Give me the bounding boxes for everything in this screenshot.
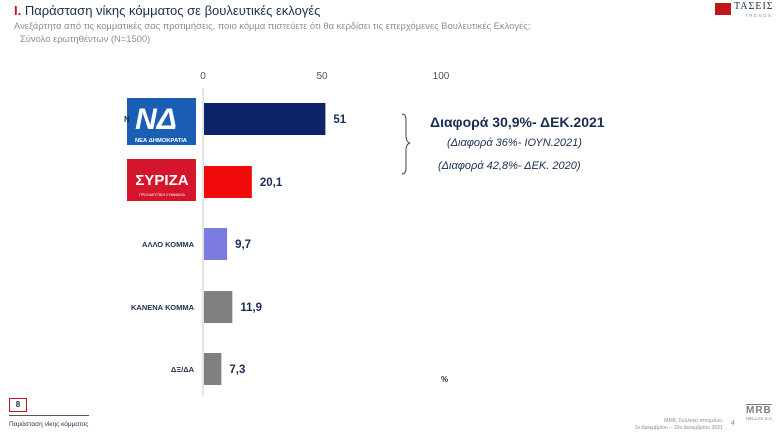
category-label-4: ΔΞ/ΔΑ [171, 365, 195, 374]
tasis-logo-text: ΤΑΣΕΙΣ [734, 1, 774, 12]
page-badge: 8 [9, 398, 27, 412]
syriza-logo [127, 159, 196, 201]
nd-logo-letters: ΝΔ [135, 103, 177, 136]
value-label-0: 51 [333, 114, 346, 126]
value-label-2: 9,7 [235, 239, 251, 251]
annotation-sub2: (Διαφορά 42,8%- ΔΕΚ. 2020) [438, 160, 581, 172]
annotation-main: Διαφορά 30,9%- ΔΕΚ.2021 [430, 114, 605, 130]
mrb-logo-sub: HELLAS S.A. [746, 416, 774, 421]
nd-logo-name: ΝΕΑ ΔΗΜΟΚΡΑΤΙΑ [135, 138, 188, 144]
tasis-logo-mark [715, 3, 731, 15]
page-number: 4 [731, 420, 735, 427]
bar-1 [204, 166, 252, 198]
mrb-logo: MRB HELLAS S.A. [746, 405, 774, 427]
x-tick-label-2: 100 [433, 71, 450, 82]
title-text: Παράσταση νίκης κόμματος σε βουλευτικές … [24, 3, 321, 18]
footer-source-line1: MRB, Συλλογή στοιχείων: [664, 418, 723, 424]
title-number: I. [14, 3, 22, 18]
nd-category-label: Ν [124, 115, 130, 124]
value-label-3: 11,9 [240, 302, 262, 314]
footer-source: MRB, Συλλογή στοιχείων: 1ο Δεκεμβρίου – … [635, 418, 723, 432]
sample-size: Σύνολο ερωτηθέντων (N=1500) [20, 33, 151, 44]
bar-4 [204, 353, 222, 385]
bar-2 [204, 228, 228, 260]
page-title: I. Παράσταση νίκης κόμματος σε βουλευτικ… [14, 3, 320, 18]
footer-source-line2: 1ο Δεκεμβρίου – 10ο Δεκεμβρίου 2021 [634, 425, 723, 431]
bar-0 [204, 103, 326, 135]
bar-3 [204, 291, 233, 323]
category-label-2: ΑΛΛΟ ΚΟΜΜΑ [142, 240, 195, 249]
category-label-3: ΚΑΝΕΝΑ ΚΟΜΜΑ [131, 303, 195, 312]
x-tick-label-0: 0 [200, 71, 206, 82]
footer-divider [9, 415, 89, 416]
nd-logo [127, 98, 196, 145]
footer-left-text: Παράσταση νίκης κόμματος [9, 421, 89, 428]
tasis-logo-sub: TRENDS [745, 13, 773, 18]
syriza-logo-sub: ΠΡΟΟΔΕΥΤΙΚΗ ΣΥΜΜΑΧΙΑ [139, 193, 185, 197]
annotation-sub1: (Διαφορά 36%- ΙΟΥΝ.2021) [447, 137, 582, 149]
annotation-brace [401, 113, 411, 175]
value-label-1: 20,1 [260, 177, 283, 189]
tasis-logo: ΤΑΣΕΙΣ TRENDS [715, 1, 777, 18]
value-label-4: 7,3 [229, 364, 245, 376]
mrb-logo-text: MRB [746, 405, 772, 416]
question-subtitle: Ανεξάρτητα από τις κομματικές σας προτιμ… [14, 20, 531, 31]
x-tick-label-1: 50 [316, 71, 328, 82]
unit-label: % [441, 375, 449, 384]
syriza-logo-name: ΣΥΡΙΖΑ [135, 172, 188, 189]
